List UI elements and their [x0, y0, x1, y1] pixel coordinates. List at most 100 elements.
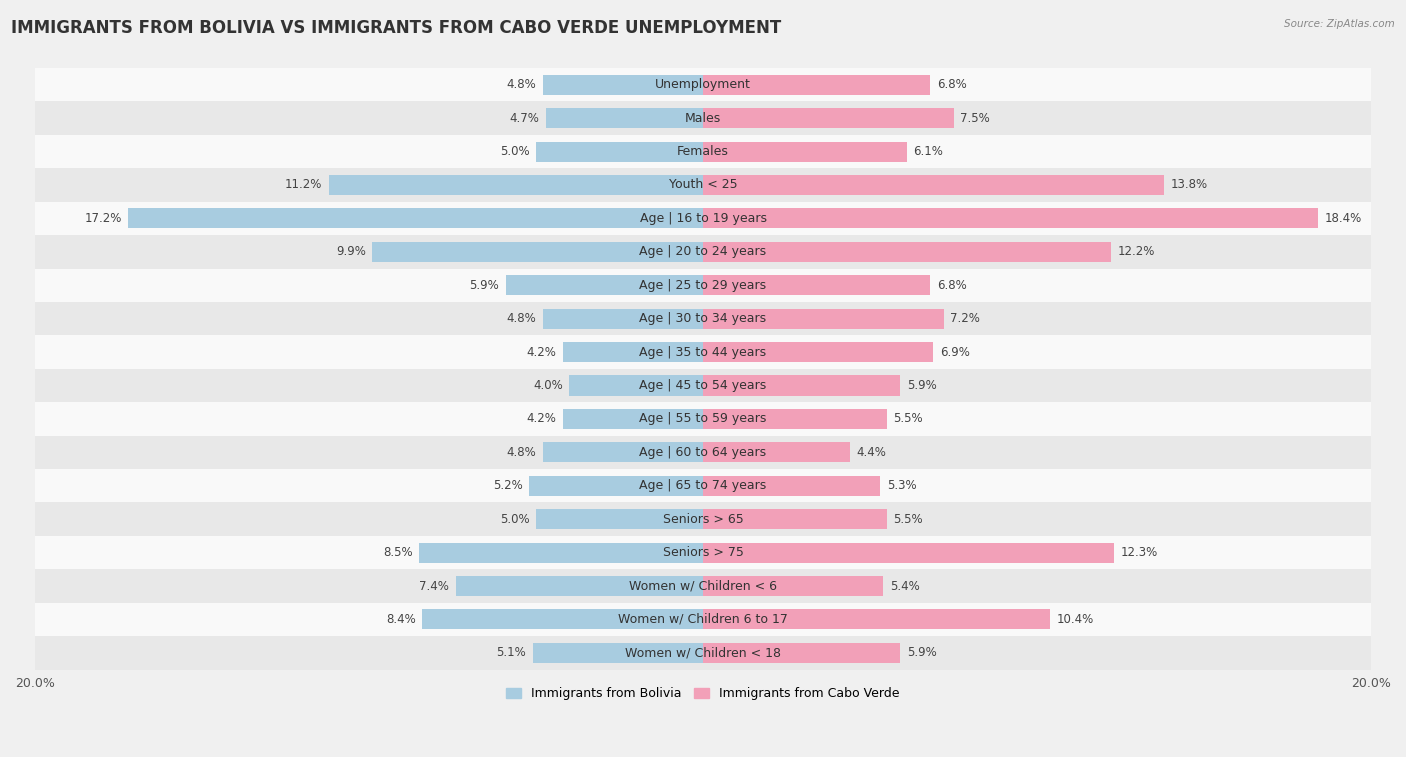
Text: 4.7%: 4.7% — [509, 111, 540, 125]
Text: 4.0%: 4.0% — [533, 379, 562, 392]
Bar — [35, 603, 1371, 636]
Bar — [703, 442, 851, 463]
Bar — [703, 175, 1164, 195]
Text: Unemployment: Unemployment — [655, 78, 751, 91]
Bar — [543, 309, 703, 329]
Bar — [35, 269, 1371, 302]
Bar — [703, 543, 1114, 562]
Bar — [35, 402, 1371, 435]
Bar — [35, 235, 1371, 269]
Bar — [562, 342, 703, 362]
Bar — [703, 509, 887, 529]
Bar — [536, 142, 703, 161]
Bar — [329, 175, 703, 195]
Bar — [543, 442, 703, 463]
Text: 7.2%: 7.2% — [950, 312, 980, 326]
Text: 5.9%: 5.9% — [907, 379, 936, 392]
Bar — [703, 142, 907, 161]
Text: 13.8%: 13.8% — [1171, 179, 1208, 192]
Text: 18.4%: 18.4% — [1324, 212, 1361, 225]
Bar — [35, 302, 1371, 335]
Bar — [456, 576, 703, 596]
Text: Women w/ Children < 18: Women w/ Children < 18 — [626, 646, 780, 659]
Text: Seniors > 65: Seniors > 65 — [662, 512, 744, 525]
Bar — [569, 375, 703, 395]
Text: 5.3%: 5.3% — [887, 479, 917, 492]
Bar — [35, 68, 1371, 101]
Text: 8.4%: 8.4% — [387, 613, 416, 626]
Text: 4.8%: 4.8% — [506, 446, 536, 459]
Bar — [35, 168, 1371, 201]
Text: 4.4%: 4.4% — [856, 446, 887, 459]
Bar — [703, 108, 953, 128]
Text: 5.4%: 5.4% — [890, 580, 920, 593]
Bar — [373, 241, 703, 262]
Bar — [35, 503, 1371, 536]
Bar — [536, 509, 703, 529]
Legend: Immigrants from Bolivia, Immigrants from Cabo Verde: Immigrants from Bolivia, Immigrants from… — [502, 683, 904, 706]
Text: Males: Males — [685, 111, 721, 125]
Text: 4.2%: 4.2% — [526, 413, 555, 425]
Bar — [506, 276, 703, 295]
Text: 8.5%: 8.5% — [382, 546, 412, 559]
Text: 6.1%: 6.1% — [914, 145, 943, 158]
Bar — [533, 643, 703, 663]
Bar — [562, 409, 703, 429]
Text: 4.8%: 4.8% — [506, 78, 536, 91]
Bar — [703, 475, 880, 496]
Text: Age | 25 to 29 years: Age | 25 to 29 years — [640, 279, 766, 291]
Text: 5.9%: 5.9% — [907, 646, 936, 659]
Text: Age | 35 to 44 years: Age | 35 to 44 years — [640, 346, 766, 359]
Bar — [703, 208, 1317, 229]
Text: 17.2%: 17.2% — [84, 212, 122, 225]
Text: Females: Females — [678, 145, 728, 158]
Bar — [35, 469, 1371, 503]
Text: IMMIGRANTS FROM BOLIVIA VS IMMIGRANTS FROM CABO VERDE UNEMPLOYMENT: IMMIGRANTS FROM BOLIVIA VS IMMIGRANTS FR… — [11, 19, 782, 37]
Bar — [543, 75, 703, 95]
Text: 12.3%: 12.3% — [1121, 546, 1157, 559]
Text: Age | 60 to 64 years: Age | 60 to 64 years — [640, 446, 766, 459]
Text: 5.1%: 5.1% — [496, 646, 526, 659]
Bar — [35, 201, 1371, 235]
Text: Women w/ Children 6 to 17: Women w/ Children 6 to 17 — [619, 613, 787, 626]
Text: 7.5%: 7.5% — [960, 111, 990, 125]
Text: 10.4%: 10.4% — [1057, 613, 1094, 626]
Text: 6.8%: 6.8% — [936, 78, 966, 91]
Text: 12.2%: 12.2% — [1118, 245, 1154, 258]
Text: Women w/ Children < 6: Women w/ Children < 6 — [628, 580, 778, 593]
Bar — [703, 276, 931, 295]
Bar — [35, 369, 1371, 402]
Text: Age | 20 to 24 years: Age | 20 to 24 years — [640, 245, 766, 258]
Bar — [35, 435, 1371, 469]
Bar — [422, 609, 703, 630]
Bar — [35, 636, 1371, 670]
Text: Seniors > 75: Seniors > 75 — [662, 546, 744, 559]
Bar — [703, 309, 943, 329]
Bar — [703, 75, 931, 95]
Text: 7.4%: 7.4% — [419, 580, 449, 593]
Bar — [703, 643, 900, 663]
Bar — [703, 576, 883, 596]
Bar — [35, 569, 1371, 603]
Text: 11.2%: 11.2% — [285, 179, 322, 192]
Bar — [35, 335, 1371, 369]
Text: 4.2%: 4.2% — [526, 346, 555, 359]
Bar — [419, 543, 703, 562]
Bar — [35, 101, 1371, 135]
Bar — [703, 609, 1050, 630]
Text: Age | 55 to 59 years: Age | 55 to 59 years — [640, 413, 766, 425]
Text: 5.0%: 5.0% — [499, 512, 529, 525]
Bar — [703, 409, 887, 429]
Text: 9.9%: 9.9% — [336, 245, 366, 258]
Text: 5.2%: 5.2% — [494, 479, 523, 492]
Text: Youth < 25: Youth < 25 — [669, 179, 737, 192]
Bar — [703, 375, 900, 395]
Text: Age | 65 to 74 years: Age | 65 to 74 years — [640, 479, 766, 492]
Text: 5.5%: 5.5% — [893, 512, 922, 525]
Bar — [529, 475, 703, 496]
Bar — [35, 135, 1371, 168]
Text: Source: ZipAtlas.com: Source: ZipAtlas.com — [1284, 19, 1395, 29]
Bar — [703, 342, 934, 362]
Text: 4.8%: 4.8% — [506, 312, 536, 326]
Text: Age | 30 to 34 years: Age | 30 to 34 years — [640, 312, 766, 326]
